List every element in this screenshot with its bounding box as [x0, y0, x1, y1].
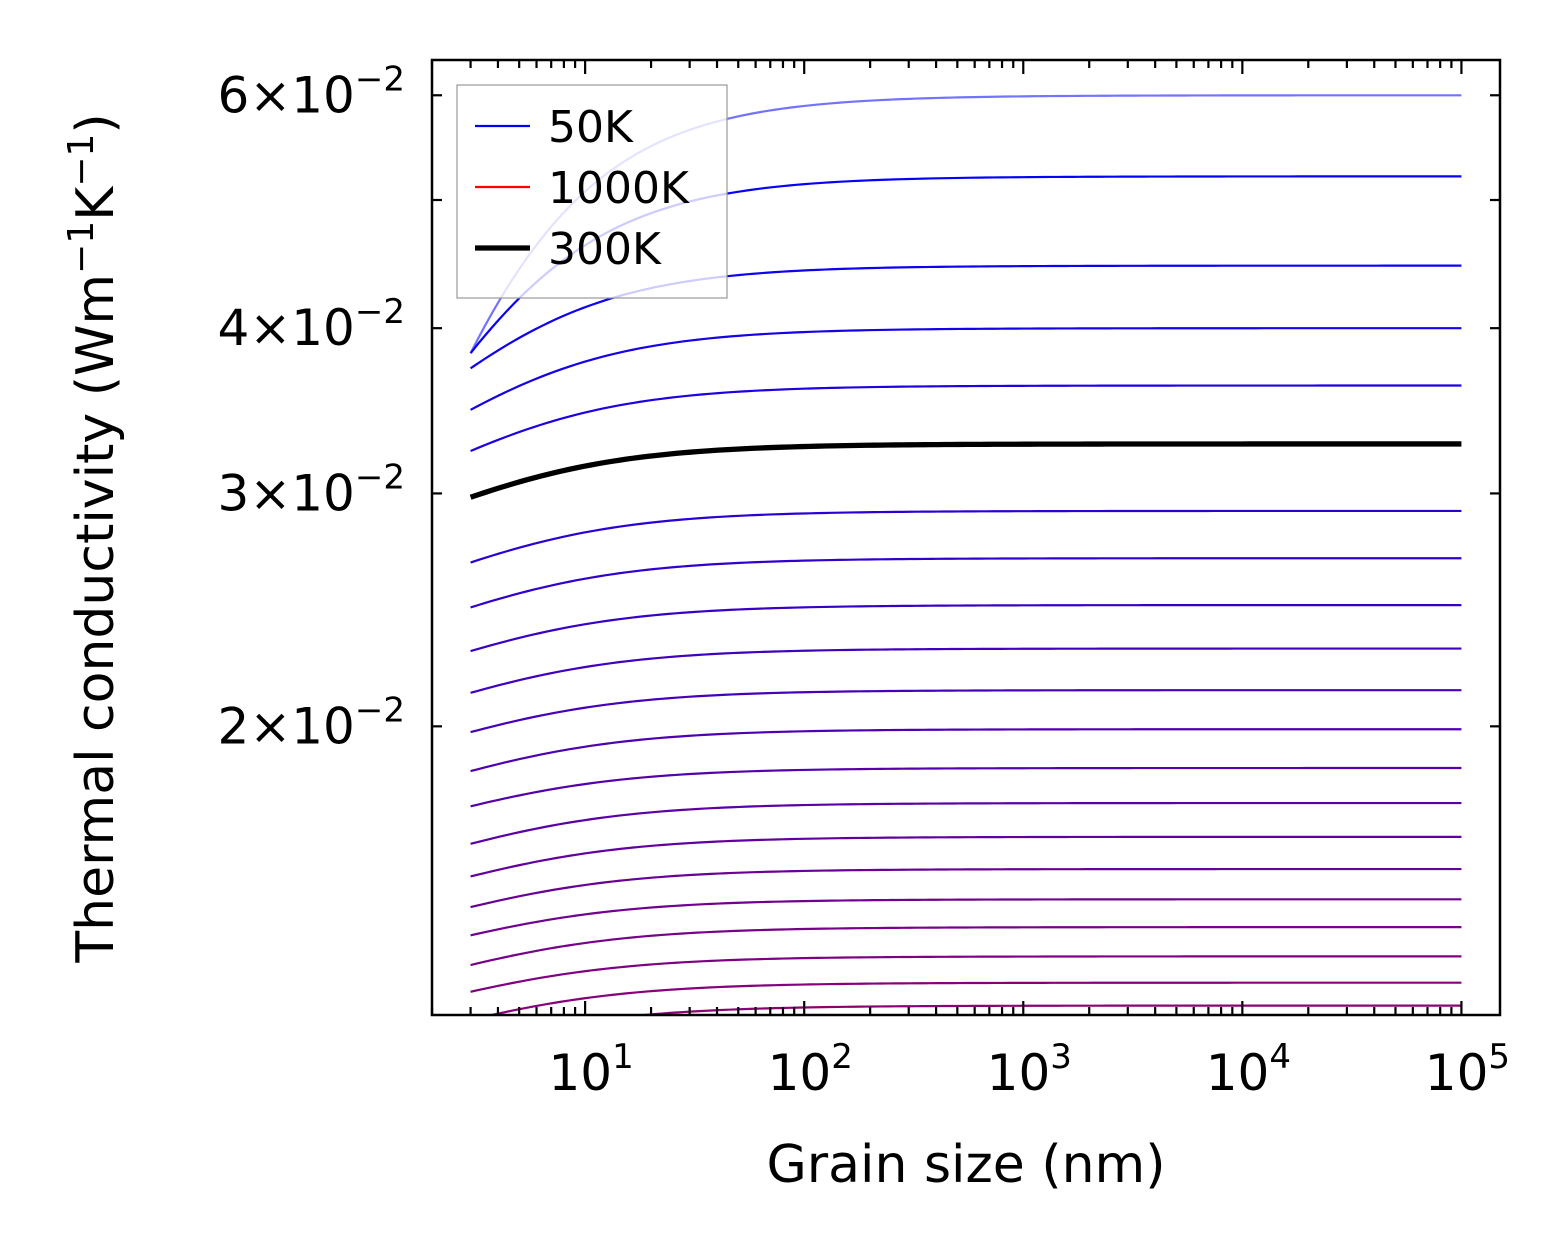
series-line-13 — [470, 801, 1462, 845]
legend: 50K 1000K 300K — [456, 84, 728, 299]
x-tick-label: 104 — [1206, 1037, 1291, 1102]
y-tick-labels: 2×10−2 3×10−2 4×10−2 6×10−2 — [218, 59, 405, 755]
series-line-300K — [469, 441, 1462, 500]
y-tick-label: 3×10−2 — [218, 457, 405, 522]
series-layer — [469, 94, 1462, 1015]
axes-frame — [430, 58, 1502, 1017]
legend-frame — [456, 84, 728, 299]
series-line-19 — [486, 981, 1462, 1015]
x-axis-label: Grain size (nm) — [766, 1135, 1165, 1195]
series-line-7 — [470, 557, 1462, 609]
y-tick-label: 6×10−2 — [218, 59, 405, 124]
x-tick-label: 101 — [548, 1037, 633, 1102]
legend-label-50K: 50K — [548, 102, 634, 153]
series-line-11 — [470, 728, 1462, 773]
series-line-12 — [470, 766, 1462, 808]
x-tick-labels: 101 102 103 104 105 — [548, 1037, 1510, 1102]
plot-area — [469, 94, 1462, 1015]
series-line-15 — [470, 867, 1462, 909]
legend-label-1000K: 1000K — [548, 163, 690, 214]
series-line-14 — [470, 835, 1462, 878]
series-line-18 — [470, 955, 1462, 993]
x-tick-label: 105 — [1425, 1037, 1510, 1102]
x-tick-label: 103 — [987, 1037, 1072, 1102]
series-line-20 — [632, 1004, 1462, 1015]
legend-entries: 50K 1000K 300K — [475, 102, 690, 275]
y-axis-label: Thermal conductivity (Wm−1K−1) — [61, 113, 126, 963]
tick-layer — [430, 60, 1500, 1015]
series-line-8 — [470, 603, 1462, 653]
series-line-16 — [470, 898, 1462, 937]
x-tick-label: 102 — [768, 1037, 853, 1102]
series-line-4 — [470, 327, 1462, 411]
legend-label-300K: 300K — [548, 224, 662, 275]
series-line-5 — [470, 384, 1462, 453]
series-line-10 — [470, 689, 1462, 734]
series-line-9 — [470, 647, 1462, 694]
series-line-6 — [470, 509, 1462, 564]
y-tick-label: 2×10−2 — [218, 690, 405, 755]
y-tick-label: 4×10−2 — [218, 292, 405, 357]
series-line-17 — [470, 926, 1462, 967]
